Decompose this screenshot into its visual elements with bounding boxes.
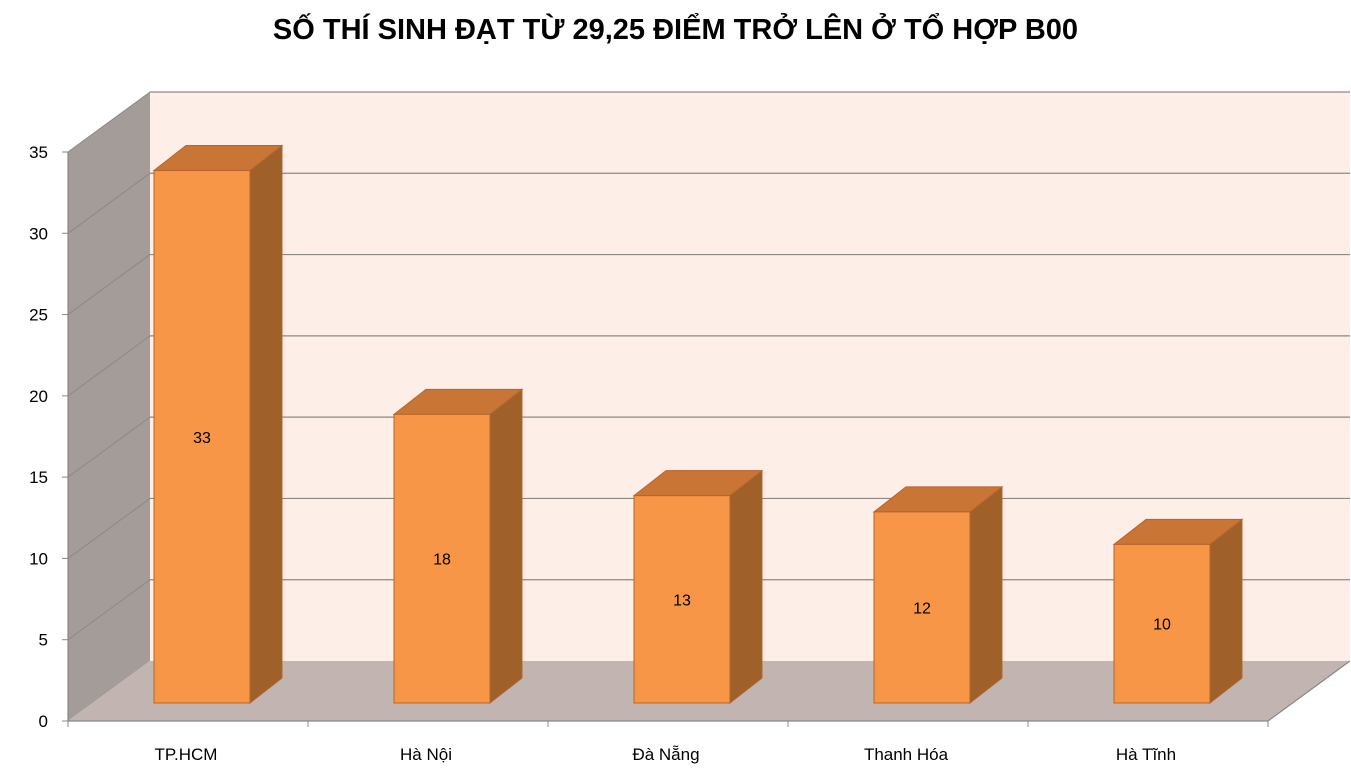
bar-side	[249, 144, 283, 705]
side-gridline	[67, 498, 151, 559]
side-gridline	[67, 254, 151, 315]
y-axis-ticks: 0 5 10 15 20 25 30 35	[29, 143, 68, 731]
floor-edge	[1267, 660, 1351, 722]
bar: 13	[632, 469, 764, 705]
data-label: 13	[673, 592, 691, 609]
bar-front	[393, 413, 491, 704]
bar-front	[633, 495, 731, 704]
bar-front	[153, 170, 251, 704]
y-tick-label: 15	[29, 468, 48, 487]
bars: 33 18 13 12 10	[152, 144, 1244, 705]
data-label: 10	[1153, 617, 1171, 634]
side-gridline	[67, 416, 151, 478]
side-gridline	[67, 91, 151, 153]
bar-side	[729, 469, 763, 705]
x-category-label: Hà Nội	[400, 745, 452, 764]
bar: 33	[152, 144, 284, 705]
y-tick-label: 0	[39, 712, 48, 731]
data-label: 18	[433, 552, 451, 569]
x-category-label: Đà Nẵng	[632, 745, 699, 764]
x-axis-labels: TP.HCM Hà Nội Đà Nẵng Thanh Hóa Hà Tĩnh	[155, 745, 1177, 764]
y-tick-label: 25	[29, 306, 48, 325]
side-gridline	[67, 335, 151, 397]
y-tick-label: 35	[29, 143, 48, 162]
bar-side	[969, 485, 1003, 705]
data-label: 12	[913, 600, 931, 617]
side-wall	[68, 92, 150, 721]
y-tick-label: 5	[39, 631, 48, 650]
y-tick-label: 20	[29, 387, 48, 406]
x-category-label: TP.HCM	[155, 745, 218, 764]
bar-side	[1209, 518, 1243, 705]
bar: 18	[392, 388, 524, 705]
x-category-label: Thanh Hóa	[864, 745, 949, 764]
bar-front	[873, 511, 971, 704]
side-gridline	[67, 172, 151, 234]
y-tick-label: 30	[29, 224, 48, 243]
y-tick-label: 10	[29, 549, 48, 568]
axes	[67, 152, 1351, 727]
x-category-label: Hà Tĩnh	[1116, 745, 1176, 764]
side-gridline	[67, 579, 151, 641]
data-label: 33	[193, 430, 211, 447]
bar-side	[489, 388, 523, 705]
chart-title: SỐ THÍ SINH ĐẠT TỪ 29,25 ĐIỂM TRỞ LÊN Ở …	[272, 14, 1079, 46]
bar: 12	[872, 485, 1004, 705]
bar-front	[1113, 543, 1211, 704]
bar: 10	[1112, 518, 1244, 705]
